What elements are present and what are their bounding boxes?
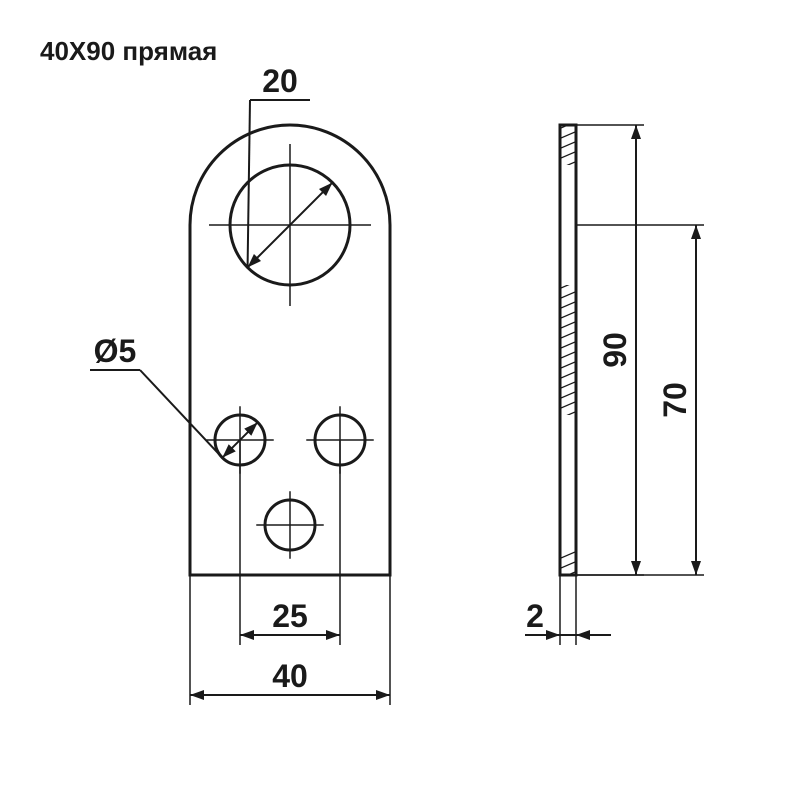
svg-text:40: 40 bbox=[272, 658, 308, 694]
svg-text:90: 90 bbox=[597, 332, 633, 368]
side-view bbox=[554, 99, 582, 591]
dim-thickness: 2 bbox=[526, 598, 544, 634]
dimensions: 40 25 2 90 70 20 Ø5 bbox=[90, 63, 704, 705]
svg-text:70: 70 bbox=[657, 382, 693, 418]
svg-text:25: 25 bbox=[272, 598, 308, 634]
front-view bbox=[190, 125, 390, 575]
drawing-title: 40X90 прямая bbox=[40, 36, 217, 66]
title-text: 40X90 прямая bbox=[40, 36, 217, 66]
leader-dia-5: Ø5 bbox=[90, 333, 258, 458]
dim-big-hole: 20 bbox=[262, 63, 298, 99]
dim-small-hole: Ø5 bbox=[94, 333, 137, 369]
side-small-holes-gap bbox=[562, 415, 575, 550]
side-big-hole-gap bbox=[562, 165, 575, 285]
